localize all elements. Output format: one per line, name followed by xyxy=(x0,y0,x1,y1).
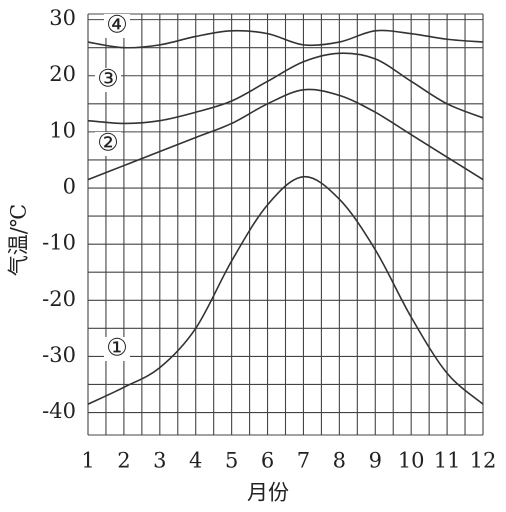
line-series xyxy=(87,88,484,181)
x-tick-label: 8 xyxy=(333,449,346,473)
line-series xyxy=(87,29,484,49)
line-series xyxy=(87,175,484,405)
series-label: ② xyxy=(97,129,119,157)
label-background xyxy=(95,132,121,156)
x-tick-label: 11 xyxy=(434,449,461,473)
y-tick-label: 0 xyxy=(63,175,76,199)
series-label: ① xyxy=(106,334,128,362)
y-tick-label: 10 xyxy=(49,118,76,142)
y-axis-label: 气温/℃ xyxy=(7,204,31,277)
x-axis-label: 月份 xyxy=(247,481,289,505)
y-tick-label: -40 xyxy=(42,399,76,423)
label-background xyxy=(95,68,121,92)
y-tick-label: -20 xyxy=(42,287,76,311)
x-tick-label: 10 xyxy=(398,449,425,473)
x-tick-label: 6 xyxy=(261,449,274,473)
x-tick-label: 12 xyxy=(470,449,497,473)
x-tick-label: 5 xyxy=(225,449,238,473)
y-tick-label: 30 xyxy=(49,6,76,30)
series-label: ③ xyxy=(97,65,119,93)
x-tick-label: 1 xyxy=(81,449,94,473)
x-tick-label: 9 xyxy=(369,449,382,473)
y-tick-label: -10 xyxy=(42,231,76,255)
label-background xyxy=(104,337,130,361)
label-background xyxy=(104,14,130,38)
series-label: ④ xyxy=(106,11,128,39)
line-series xyxy=(87,52,484,125)
x-tick-label: 4 xyxy=(189,449,202,473)
x-tick-label: 7 xyxy=(297,449,310,473)
x-tick-label: 3 xyxy=(153,449,166,473)
x-tick-label: 2 xyxy=(117,449,130,473)
y-tick-label: 20 xyxy=(49,62,76,86)
y-tick-label: -30 xyxy=(42,343,76,367)
